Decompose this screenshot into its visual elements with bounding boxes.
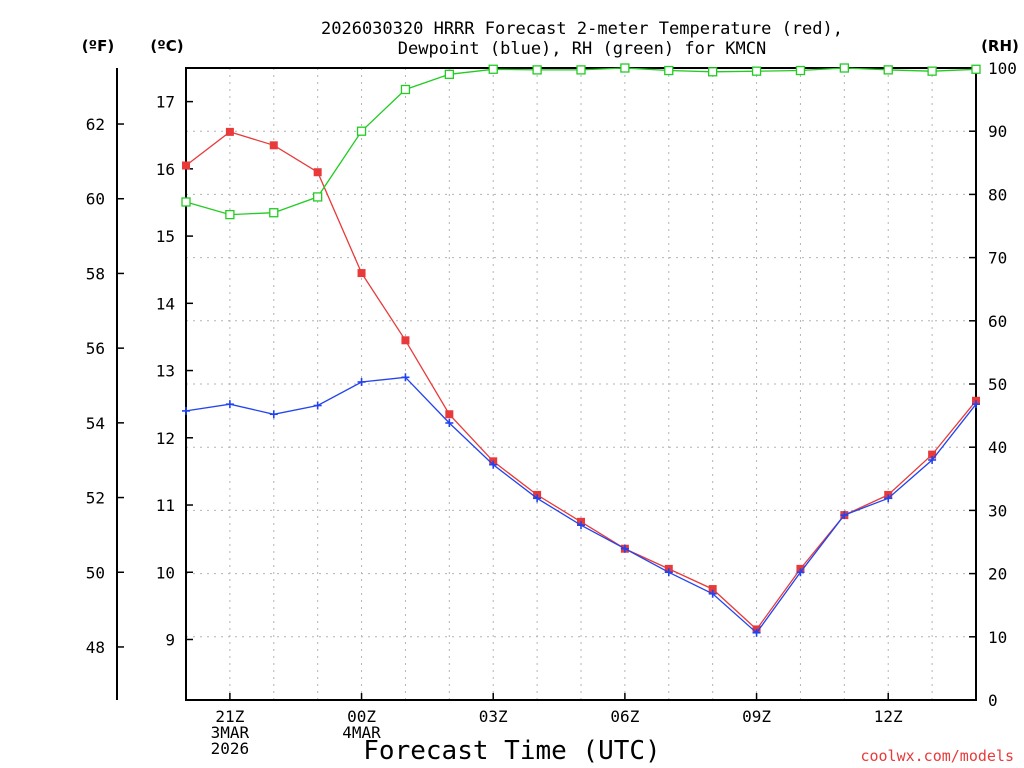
fahrenheit-tick-label: 52 bbox=[86, 489, 105, 508]
data-point bbox=[444, 69, 454, 79]
data-series bbox=[181, 63, 981, 637]
data-point bbox=[971, 64, 981, 74]
celsius-tick-label: 10 bbox=[156, 563, 175, 582]
series-dewpoint bbox=[182, 373, 980, 637]
data-point bbox=[445, 410, 454, 419]
x-tick-label: 21Z bbox=[215, 707, 244, 726]
data-point bbox=[620, 63, 630, 73]
rh-tick-label: 50 bbox=[988, 375, 1007, 394]
data-point bbox=[182, 406, 190, 415]
data-point bbox=[795, 65, 806, 76]
x-tick-label: 00Z bbox=[347, 707, 376, 726]
fahrenheit-tick-label: 50 bbox=[86, 563, 105, 582]
data-point bbox=[840, 511, 849, 520]
data-point bbox=[313, 401, 322, 410]
data-point bbox=[533, 494, 542, 503]
celsius-tick-label: 17 bbox=[156, 93, 175, 112]
data-point bbox=[752, 628, 761, 637]
data-point bbox=[751, 66, 762, 76]
rh-tick-label: 90 bbox=[988, 122, 1007, 141]
data-point bbox=[400, 84, 411, 95]
x-tick-label: 4MAR bbox=[342, 723, 381, 742]
data-point bbox=[532, 65, 542, 75]
fahrenheit-tick-label: 60 bbox=[86, 190, 105, 209]
data-point bbox=[181, 197, 191, 207]
celsius-tick-label: 9 bbox=[165, 630, 175, 649]
x-tick-label: 2026 bbox=[211, 739, 250, 758]
x-tick-label: 06Z bbox=[610, 707, 639, 726]
data-point bbox=[796, 568, 805, 577]
gridlines bbox=[186, 68, 976, 700]
fahrenheit-tick-label: 56 bbox=[86, 339, 105, 358]
rh-tick-label: 60 bbox=[988, 312, 1007, 331]
data-point bbox=[577, 521, 585, 530]
data-point bbox=[225, 209, 235, 220]
rh-unit-label: (RH) bbox=[981, 37, 1019, 55]
chart-title-line-2: Dewpoint (blue), RH (green) for KMCN bbox=[398, 39, 766, 59]
data-point bbox=[313, 192, 323, 202]
x-tick-label: 12Z bbox=[874, 707, 903, 726]
fahrenheit-unit-label: (ºF) bbox=[82, 37, 114, 55]
x-tick-label: 03Z bbox=[479, 707, 508, 726]
data-point bbox=[972, 400, 980, 409]
fahrenheit-tick-label: 48 bbox=[86, 638, 105, 657]
data-point bbox=[445, 418, 454, 427]
data-point bbox=[357, 377, 366, 386]
data-point bbox=[269, 410, 278, 419]
data-point bbox=[664, 568, 673, 577]
chart-title-line-1: 2026030320 HRRR Forecast 2-meter Tempera… bbox=[321, 19, 843, 39]
x-axis-label: Forecast Time (UTC) bbox=[363, 736, 660, 766]
data-point bbox=[927, 66, 937, 76]
data-point bbox=[269, 208, 279, 218]
data-point bbox=[708, 67, 718, 77]
rh-tick-label: 20 bbox=[988, 565, 1007, 584]
data-point bbox=[928, 455, 937, 464]
celsius-unit-label: (ºC) bbox=[150, 37, 183, 55]
data-point bbox=[884, 494, 893, 503]
data-point bbox=[356, 126, 367, 136]
data-point bbox=[489, 460, 498, 469]
rh-tick-label: 100 bbox=[988, 59, 1017, 78]
x-tick-label: 3MAR bbox=[211, 723, 250, 742]
data-point bbox=[357, 269, 366, 278]
rh-tick-label: 30 bbox=[988, 501, 1007, 520]
data-point bbox=[401, 373, 410, 382]
data-point bbox=[708, 589, 717, 598]
x-tick-label: 09Z bbox=[742, 707, 771, 726]
data-point bbox=[576, 65, 586, 75]
fahrenheit-tick-label: 58 bbox=[86, 264, 105, 283]
rh-tick-label: 70 bbox=[988, 249, 1007, 268]
data-point bbox=[225, 127, 234, 136]
data-point bbox=[269, 141, 278, 150]
celsius-tick-label: 14 bbox=[156, 294, 175, 313]
celsius-tick-label: 11 bbox=[156, 496, 175, 515]
data-point bbox=[664, 65, 674, 76]
series-2-meter-temperature bbox=[182, 127, 980, 634]
celsius-tick-label: 15 bbox=[156, 227, 175, 246]
fahrenheit-tick-label: 54 bbox=[86, 414, 105, 433]
rh-tick-label: 80 bbox=[988, 185, 1007, 204]
series-line bbox=[185, 131, 977, 631]
celsius-tick-label: 12 bbox=[156, 429, 175, 448]
data-point bbox=[620, 544, 629, 553]
celsius-tick-label: 16 bbox=[156, 160, 175, 179]
source-credit: coolwx.com/models bbox=[860, 747, 1014, 765]
fahrenheit-tick-label: 62 bbox=[86, 115, 105, 134]
data-point bbox=[313, 168, 322, 177]
data-point bbox=[839, 63, 849, 73]
data-point bbox=[708, 585, 717, 594]
series-rh bbox=[181, 63, 981, 220]
rh-tick-label: 0 bbox=[988, 691, 998, 710]
celsius-tick-label: 13 bbox=[156, 362, 175, 381]
data-point bbox=[225, 400, 234, 409]
data-point bbox=[488, 64, 498, 74]
rh-tick-label: 10 bbox=[988, 628, 1007, 647]
rh-tick-label: 40 bbox=[988, 438, 1007, 457]
data-point bbox=[182, 161, 190, 170]
data-point bbox=[928, 450, 937, 459]
data-point bbox=[883, 65, 893, 75]
data-point bbox=[401, 336, 410, 345]
